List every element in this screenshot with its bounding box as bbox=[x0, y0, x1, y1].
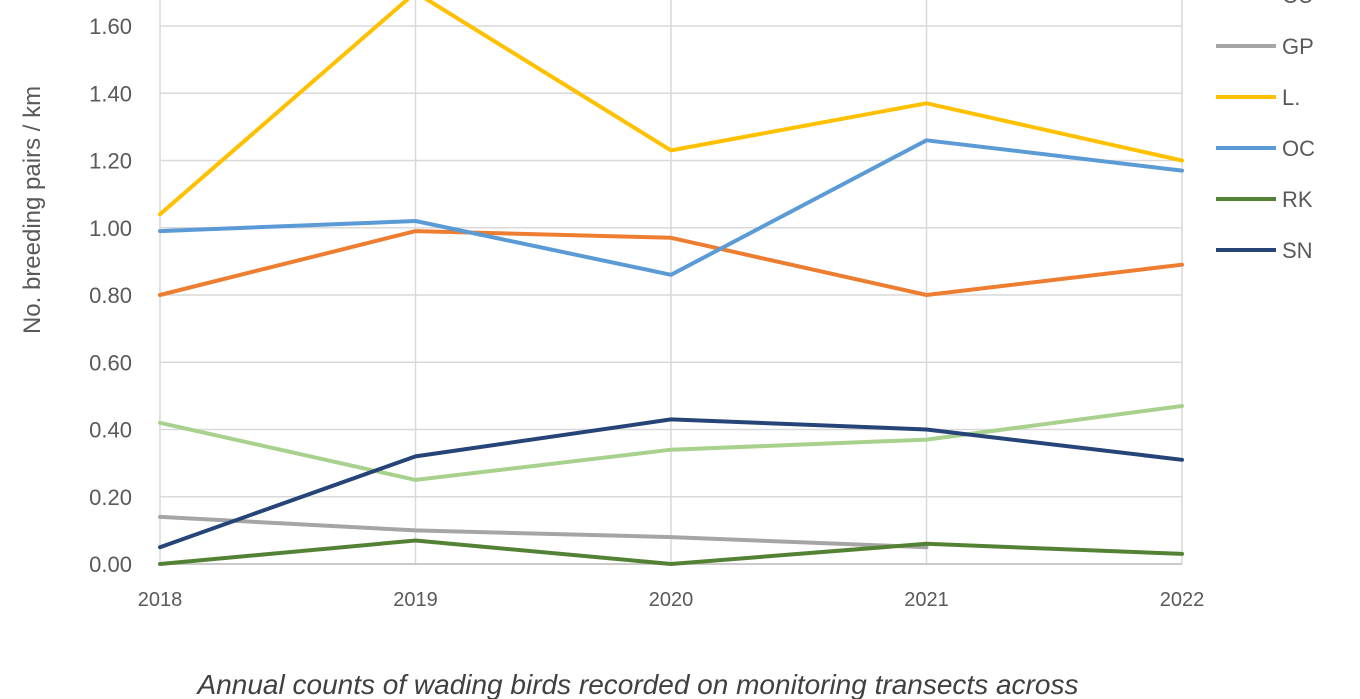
y-tick-label: 1.00 bbox=[89, 216, 132, 241]
y-tick-label: 0.20 bbox=[89, 485, 132, 510]
y-tick-label: 1.20 bbox=[89, 149, 132, 174]
legend-label: SN bbox=[1282, 238, 1313, 263]
y-tick-label: 0.80 bbox=[89, 283, 132, 308]
legend: CU GP L. OC RK SN bbox=[1216, 0, 1315, 263]
chart-caption: Annual counts of wading birds recorded o… bbox=[196, 669, 1079, 699]
x-tick-label: 2019 bbox=[393, 589, 438, 611]
legend-label: RK bbox=[1282, 187, 1313, 212]
legend-label: OC bbox=[1282, 136, 1315, 161]
legend-label: CU bbox=[1282, 0, 1314, 8]
series-line-oc bbox=[158, 138, 1184, 277]
series-line-gp bbox=[158, 514, 929, 550]
series-line-l bbox=[158, 0, 1184, 217]
x-tick-label: 2021 bbox=[904, 589, 949, 611]
series-line-unlabeled bbox=[158, 229, 1184, 297]
x-tick-label: 2020 bbox=[649, 589, 694, 611]
x-tick-label: 2022 bbox=[1160, 589, 1205, 611]
series-line-rk bbox=[158, 538, 1184, 566]
y-axis-label: No. breeding pairs / km bbox=[19, 86, 46, 334]
y-tick-label: 1.60 bbox=[89, 14, 132, 39]
series-line-sn bbox=[158, 417, 1184, 550]
legend-label: GP bbox=[1282, 34, 1314, 59]
y-tick-label: 0.00 bbox=[89, 552, 132, 577]
legend-label: L. bbox=[1282, 85, 1300, 110]
y-tick-label: 1.40 bbox=[89, 81, 132, 106]
x-tick-label: 2018 bbox=[138, 589, 183, 611]
gridlines bbox=[160, 0, 1183, 565]
series-line-unlabeled bbox=[158, 404, 1184, 482]
axes: 0.00 0.20 0.40 0.60 0.80 1.00 1.20 1.40 1.60 2018… bbox=[89, 0, 1204, 611]
y-tick-label: 0.40 bbox=[89, 418, 132, 443]
y-tick-label: 0.60 bbox=[89, 350, 132, 375]
series-lines bbox=[158, 0, 1184, 566]
